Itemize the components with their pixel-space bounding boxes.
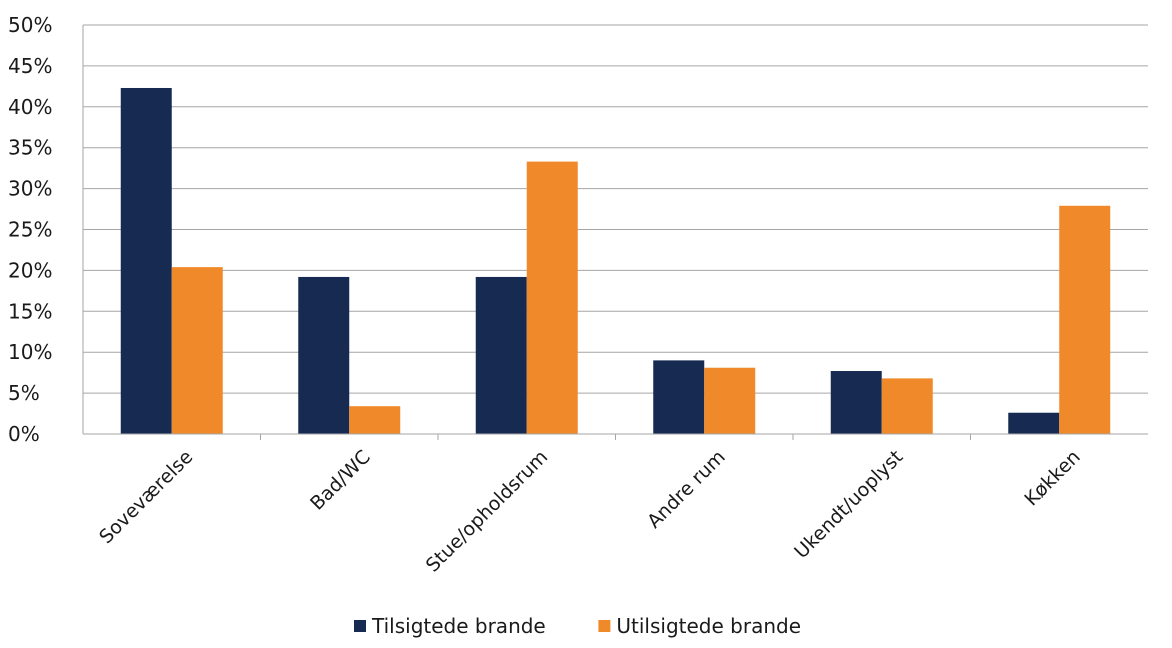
y-tick-label: 50% xyxy=(8,13,52,37)
y-axis-tick-labels: 0% 5% 10% 15% 20% 25% 30% 35% 40% 45% 50% xyxy=(8,13,52,446)
bar-utilsigtede xyxy=(526,161,578,434)
y-tick-label: 0% xyxy=(8,422,40,446)
axes xyxy=(82,25,1148,440)
y-tick-label: 5% xyxy=(8,381,40,405)
y-tick-label: 30% xyxy=(8,177,52,201)
legend-label: Tilsigtede brande xyxy=(371,614,546,638)
legend: Tilsigtede brande Utilsigtede brande xyxy=(354,614,801,638)
bar-utilsigtede xyxy=(704,367,756,434)
x-tick-label: Andre rum xyxy=(643,446,730,533)
x-tick-label: Stue/opholdsrum xyxy=(422,446,553,577)
bar-utilsigtede xyxy=(1059,205,1111,434)
x-tick-label: Bad/WC xyxy=(306,446,375,515)
legend-swatch xyxy=(598,620,611,632)
y-tick-label: 40% xyxy=(8,95,52,119)
x-tick-label: Ukendt/uoplyst xyxy=(790,446,907,563)
bar-utilsigtede xyxy=(349,406,401,434)
x-tick-label: Soveværelse xyxy=(95,446,197,548)
y-tick-label: 10% xyxy=(8,340,52,364)
bars xyxy=(120,87,1111,435)
x-axis-tick-labels: Soveværelse Bad/WC Stue/opholdsrum Andre ru… xyxy=(95,446,1085,577)
bar-tilsigtede xyxy=(1008,412,1060,434)
legend-label: Utilsigtede brande xyxy=(616,614,801,638)
y-tick-label: 20% xyxy=(8,258,52,282)
gridlines xyxy=(83,24,1148,394)
bar-utilsigtede xyxy=(881,378,933,434)
bar-tilsigtede xyxy=(120,87,172,435)
bar-tilsigtede xyxy=(830,371,882,434)
legend-swatch xyxy=(354,620,366,632)
bar-utilsigtede xyxy=(171,267,223,434)
x-tick-label: Køkken xyxy=(1020,446,1084,510)
bar-tilsigtede xyxy=(298,276,350,434)
y-tick-label: 35% xyxy=(8,136,52,160)
bar-tilsigtede xyxy=(653,360,705,434)
y-tick-label: 45% xyxy=(8,54,52,78)
y-tick-label: 25% xyxy=(8,218,52,242)
y-tick-label: 15% xyxy=(8,299,52,323)
bar-tilsigtede xyxy=(475,276,527,434)
